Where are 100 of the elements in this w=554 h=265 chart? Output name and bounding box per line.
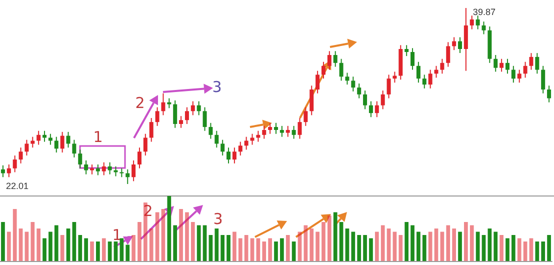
bar — [226, 235, 230, 261]
bar — [398, 235, 403, 261]
bar — [6, 232, 11, 261]
candlestick — [464, 8, 468, 72]
candlestick — [428, 69, 432, 89]
bar — [220, 235, 225, 261]
bar — [202, 225, 207, 261]
bar — [529, 238, 534, 261]
bar — [78, 235, 82, 261]
bar — [120, 238, 124, 261]
candlestick — [404, 44, 409, 57]
candlestick — [310, 85, 314, 116]
bar — [446, 225, 450, 261]
bar — [482, 235, 486, 261]
bar — [268, 238, 272, 261]
annotation: 22.01 — [6, 181, 28, 191]
bar — [410, 225, 414, 261]
bar — [434, 228, 438, 261]
bar — [48, 232, 52, 261]
candlestick — [416, 61, 420, 84]
candlestick — [529, 52, 534, 70]
candlestick — [476, 15, 480, 30]
bar — [256, 238, 260, 261]
candlestick — [126, 168, 130, 184]
bar — [440, 232, 444, 261]
bar — [132, 235, 136, 261]
candlestick — [90, 164, 94, 175]
bar — [286, 235, 290, 261]
candlestick — [321, 61, 326, 80]
candlestick — [511, 65, 516, 84]
bar — [90, 242, 94, 261]
annotation: 2 — [135, 94, 145, 112]
bar — [179, 209, 183, 261]
bar — [310, 228, 314, 261]
bar — [404, 222, 409, 261]
candlestick — [505, 58, 510, 74]
bar — [274, 242, 278, 261]
candlestick — [167, 98, 172, 109]
candlestick — [386, 74, 391, 99]
bar — [345, 228, 350, 261]
bar — [298, 232, 302, 261]
candlestick — [357, 83, 362, 99]
bar — [114, 242, 118, 261]
candlestick — [304, 106, 308, 126]
candlestick — [190, 100, 195, 116]
candlestick — [238, 141, 242, 156]
bar — [422, 235, 426, 261]
candlestick — [143, 133, 148, 156]
candlestick — [547, 85, 552, 103]
annotation: 1 — [112, 226, 122, 244]
candlestick — [262, 125, 266, 140]
candlestick — [214, 130, 219, 148]
bar — [541, 242, 546, 261]
bar — [316, 232, 320, 261]
bar — [250, 238, 254, 261]
bar — [54, 225, 58, 261]
candlestick — [333, 50, 338, 68]
bar — [24, 232, 29, 261]
candlestick — [84, 160, 88, 175]
candlestick — [226, 147, 231, 164]
candlestick — [155, 106, 160, 126]
candlestick — [280, 125, 284, 138]
bar — [458, 232, 462, 261]
bar — [517, 238, 522, 261]
candlestick — [363, 90, 368, 110]
bar — [369, 238, 373, 261]
bar — [476, 232, 480, 261]
bar — [155, 212, 160, 261]
bar — [238, 238, 242, 261]
bar — [500, 235, 504, 261]
candlestick — [500, 58, 504, 72]
candlestick — [351, 76, 356, 92]
bar — [523, 242, 528, 261]
candlestick — [96, 164, 100, 176]
bar — [138, 222, 142, 261]
bar — [42, 238, 46, 261]
candlestick — [220, 139, 225, 156]
bar — [357, 235, 362, 261]
bar — [66, 228, 70, 261]
bar — [30, 222, 35, 261]
annotation: 3 — [212, 78, 222, 96]
bar — [161, 209, 166, 261]
candlestick — [24, 139, 29, 156]
bar — [18, 228, 23, 261]
candlestick — [18, 147, 23, 164]
bar — [190, 222, 195, 261]
bar — [1, 222, 5, 261]
candlestick — [274, 122, 278, 134]
candlestick — [54, 136, 58, 153]
candlestick — [470, 15, 474, 30]
annotation: 39.87 — [472, 7, 496, 17]
candlestick — [149, 118, 154, 142]
candlestick — [327, 50, 332, 70]
bar — [380, 225, 385, 261]
candlestick — [440, 58, 444, 74]
bar — [262, 242, 266, 261]
bar — [232, 232, 236, 261]
candlestick — [517, 69, 522, 84]
bar — [60, 235, 64, 261]
bar — [351, 232, 356, 261]
